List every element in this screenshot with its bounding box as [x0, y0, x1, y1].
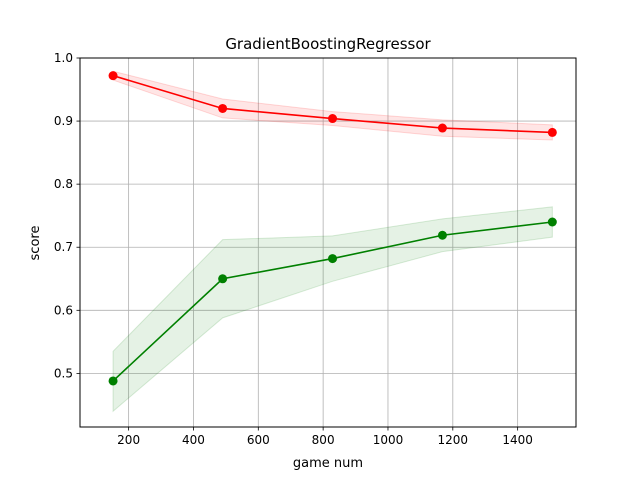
- series-1-point: [108, 376, 118, 386]
- y-tick-label: 0.7: [54, 240, 73, 254]
- plot-frame: [79, 57, 577, 428]
- y-axis-label: score: [28, 226, 43, 261]
- y-tick-label: 0.8: [54, 177, 73, 191]
- x-tick-label: 400: [182, 433, 205, 447]
- band-layer: [112, 70, 553, 413]
- x-tick-label: 800: [312, 433, 335, 447]
- y-axis-ticks: 0.5 0.6 0.7 0.8 0.9 1.0: [54, 51, 80, 380]
- y-tick-label: 0.5: [54, 366, 73, 380]
- series-1-point: [328, 254, 338, 264]
- x-tick-label: 200: [117, 433, 140, 447]
- series-1-point: [218, 274, 228, 284]
- y-tick-label: 0.9: [54, 114, 73, 128]
- grid-layer: [80, 57, 576, 427]
- chart-title: GradientBoostingRegressor: [225, 35, 431, 53]
- series-1-point: [437, 230, 447, 240]
- series-0-band: [112, 70, 553, 141]
- point-layer: [108, 71, 557, 386]
- series-0-point: [328, 114, 338, 124]
- series-1-point: [547, 217, 557, 227]
- series-1-band: [112, 206, 553, 413]
- x-tick-label: 1200: [438, 433, 469, 447]
- x-tick-label: 600: [247, 433, 270, 447]
- x-tick-label: 1000: [373, 433, 404, 447]
- series-0-point: [437, 123, 447, 133]
- y-tick-label: 1.0: [54, 51, 73, 65]
- x-axis-label: game num: [293, 456, 363, 471]
- series-0-point: [218, 103, 228, 113]
- x-axis-ticks: 200 400 600 800 1000 1200 1400: [117, 427, 533, 447]
- y-tick-label: 0.6: [54, 303, 73, 317]
- series-0-point: [108, 71, 118, 81]
- x-tick-label: 1400: [502, 433, 533, 447]
- series-0-point: [547, 127, 557, 137]
